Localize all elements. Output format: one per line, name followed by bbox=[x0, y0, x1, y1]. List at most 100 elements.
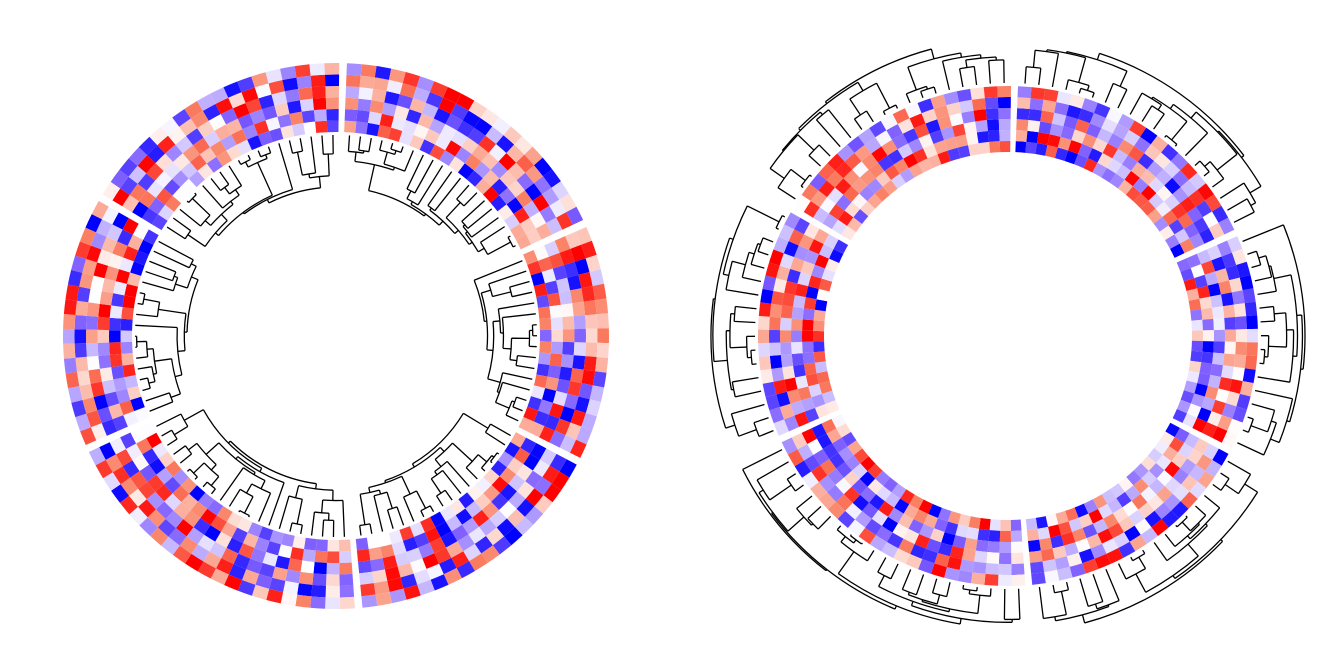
heatmap-cell bbox=[237, 113, 254, 130]
heatmap-cell bbox=[816, 433, 833, 450]
heatmap-cell bbox=[1217, 414, 1233, 431]
heatmap-cell bbox=[389, 588, 407, 604]
heatmap-cell bbox=[149, 126, 168, 146]
heatmap-cell bbox=[1126, 470, 1142, 486]
dendrogram-branch bbox=[941, 54, 982, 91]
heatmap-cell bbox=[1180, 268, 1195, 282]
heatmap-cell bbox=[875, 525, 893, 543]
heatmap-cell bbox=[821, 268, 836, 282]
heatmap-cell bbox=[566, 206, 584, 225]
heatmap-cell bbox=[1087, 148, 1103, 163]
heatmap-cell bbox=[1035, 143, 1048, 156]
heatmap-cell bbox=[301, 110, 316, 123]
heatmap-cell bbox=[75, 356, 89, 372]
heatmap-cell bbox=[355, 121, 369, 135]
heatmap-cell bbox=[986, 119, 1000, 131]
heatmap-cell bbox=[913, 509, 929, 524]
heatmap-cell bbox=[1035, 516, 1048, 529]
heatmap-cell bbox=[451, 524, 469, 542]
heatmap-cell bbox=[85, 329, 98, 344]
heatmap-cell bbox=[1075, 538, 1091, 553]
heatmap-cell bbox=[930, 528, 945, 543]
heatmap-cell bbox=[111, 293, 125, 307]
heatmap-cell bbox=[596, 342, 609, 358]
heatmap-cell bbox=[1164, 461, 1181, 478]
dendrogram-branch bbox=[228, 440, 318, 489]
heatmap-cell bbox=[1195, 200, 1212, 218]
heatmap-cell bbox=[124, 283, 139, 298]
dendrogram-branch bbox=[1254, 255, 1273, 282]
heatmap-cell bbox=[1180, 458, 1197, 475]
heatmap-cell bbox=[550, 341, 563, 355]
heatmap-cell bbox=[338, 539, 351, 552]
heatmap-cell bbox=[1011, 563, 1025, 575]
heatmap-cell bbox=[106, 224, 123, 242]
heatmap-cell bbox=[1140, 200, 1156, 216]
heatmap-cell bbox=[559, 406, 575, 423]
heatmap-cell bbox=[302, 549, 316, 562]
heatmap-cell bbox=[1191, 330, 1203, 342]
dendrogram-branch bbox=[484, 423, 511, 446]
heatmap-cell bbox=[109, 305, 123, 319]
heatmap-cell bbox=[429, 144, 446, 161]
heatmap-cell bbox=[1112, 123, 1130, 140]
dendrogram-branch bbox=[266, 176, 322, 204]
heatmap-cell bbox=[1212, 205, 1229, 223]
heatmap-cell bbox=[326, 562, 340, 575]
dendrogram-branch bbox=[1175, 515, 1188, 528]
heatmap-cell bbox=[405, 109, 422, 125]
heatmap-cell bbox=[1107, 498, 1123, 514]
heatmap-cell bbox=[1202, 341, 1214, 353]
dendrogram-branch bbox=[434, 442, 473, 468]
heatmap-cell bbox=[779, 253, 795, 269]
heatmap-cell bbox=[595, 298, 609, 315]
heatmap-cell bbox=[117, 229, 133, 246]
heatmap-cell bbox=[399, 526, 414, 541]
heatmap-cell bbox=[478, 135, 497, 153]
heatmap-cell bbox=[115, 269, 131, 284]
dendrogram-branch bbox=[1212, 472, 1230, 491]
heatmap-cell bbox=[1221, 403, 1237, 419]
heatmap-cell bbox=[313, 561, 327, 575]
heatmap-cell bbox=[373, 580, 390, 595]
heatmap-cell bbox=[516, 464, 533, 482]
heatmap-cell bbox=[391, 540, 407, 556]
dendrogram-branch bbox=[139, 377, 151, 392]
dendrogram-sector-3 bbox=[359, 412, 511, 536]
heatmap-cell bbox=[82, 258, 98, 276]
heatmap-cell bbox=[388, 529, 403, 545]
heatmap-cell bbox=[1133, 193, 1149, 209]
heatmap-cell bbox=[1026, 528, 1040, 542]
heatmap-cell bbox=[999, 140, 1011, 153]
heatmap-cell bbox=[1218, 280, 1232, 295]
heatmap-cell bbox=[1106, 548, 1124, 564]
dendrogram-branch bbox=[368, 475, 411, 495]
heatmap-cell bbox=[1113, 532, 1130, 549]
heatmap-cell bbox=[892, 523, 909, 539]
heatmap-cell bbox=[1207, 282, 1221, 297]
heatmap-cell bbox=[804, 249, 819, 265]
heatmap-cell bbox=[1168, 437, 1185, 453]
heatmap-cell bbox=[771, 290, 785, 306]
heatmap-cell bbox=[1183, 222, 1200, 239]
heatmap-cell bbox=[488, 144, 507, 162]
heatmap-cell bbox=[200, 508, 217, 526]
heatmap-cell bbox=[1210, 363, 1224, 377]
heatmap-cell bbox=[826, 428, 842, 444]
heatmap-cell bbox=[203, 551, 222, 569]
heatmap-cell bbox=[440, 124, 457, 141]
heatmap-cell bbox=[231, 129, 248, 145]
sector-4 bbox=[742, 414, 1026, 625]
heatmap-cell bbox=[439, 505, 456, 522]
heatmap-cell bbox=[836, 461, 853, 478]
heatmap-cell bbox=[859, 471, 876, 487]
heatmap-cell bbox=[1086, 533, 1102, 549]
heatmap-cell bbox=[891, 483, 907, 499]
heatmap-cell bbox=[179, 118, 198, 136]
heatmap-cell bbox=[98, 354, 112, 369]
heatmap-cell bbox=[269, 577, 286, 593]
heatmap-cell bbox=[339, 550, 352, 563]
heatmap-cell bbox=[814, 254, 830, 269]
dendrogram-branch bbox=[1181, 505, 1207, 532]
heatmap-cell bbox=[79, 272, 94, 289]
